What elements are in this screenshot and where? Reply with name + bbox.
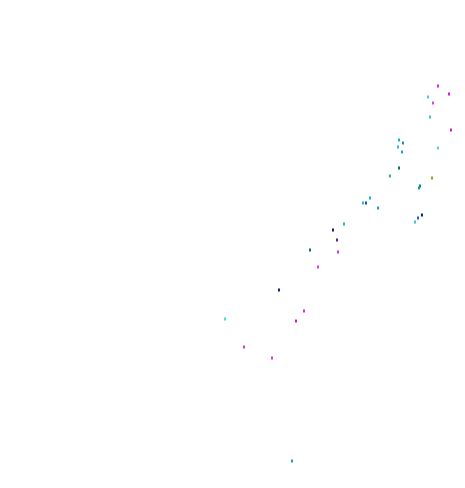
point — [418, 186, 420, 190]
point — [431, 176, 433, 180]
point — [303, 309, 305, 313]
point — [332, 228, 334, 232]
point — [397, 145, 399, 149]
point — [336, 238, 338, 242]
point — [278, 288, 280, 292]
point — [365, 201, 367, 205]
point — [369, 196, 371, 200]
point — [317, 265, 319, 269]
point — [421, 213, 423, 217]
point — [243, 345, 245, 349]
point — [402, 141, 404, 145]
point — [432, 101, 434, 105]
point — [437, 146, 439, 150]
point — [309, 248, 311, 252]
point — [337, 250, 339, 254]
point — [398, 138, 400, 142]
point — [362, 201, 364, 205]
point — [377, 206, 379, 210]
point — [295, 319, 297, 323]
point — [401, 150, 403, 154]
point — [448, 92, 450, 96]
point — [417, 216, 419, 220]
point — [398, 166, 400, 170]
point — [343, 222, 345, 226]
point — [429, 115, 431, 119]
point — [414, 220, 416, 224]
point — [437, 84, 439, 88]
point — [271, 356, 273, 360]
point — [291, 459, 293, 463]
point — [389, 174, 391, 178]
point — [427, 95, 429, 99]
point — [224, 317, 226, 321]
point — [450, 128, 452, 132]
point — [419, 184, 421, 188]
